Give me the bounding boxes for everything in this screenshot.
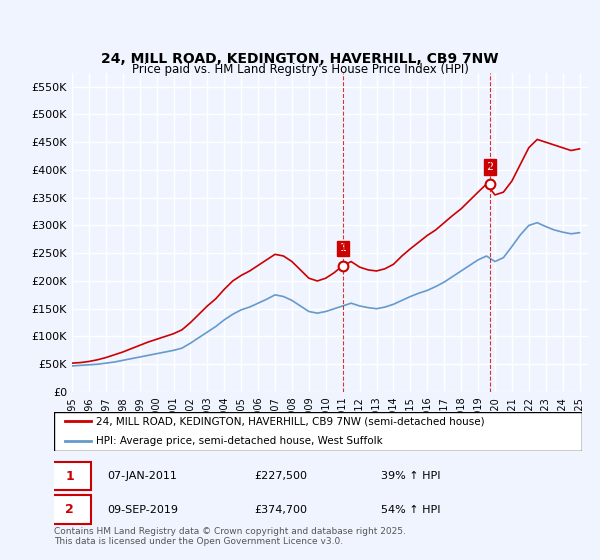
Text: Contains HM Land Registry data © Crown copyright and database right 2025.
This d: Contains HM Land Registry data © Crown c… — [54, 526, 406, 546]
Text: 1: 1 — [340, 244, 347, 254]
Text: 1: 1 — [65, 469, 74, 483]
Text: £374,700: £374,700 — [254, 505, 308, 515]
Text: 07-JAN-2011: 07-JAN-2011 — [107, 471, 176, 481]
Text: 09-SEP-2019: 09-SEP-2019 — [107, 505, 178, 515]
Text: 24, MILL ROAD, KEDINGTON, HAVERHILL, CB9 7NW (semi-detached house): 24, MILL ROAD, KEDINGTON, HAVERHILL, CB9… — [96, 417, 485, 426]
FancyBboxPatch shape — [49, 462, 91, 490]
Text: 2: 2 — [65, 503, 74, 516]
Text: HPI: Average price, semi-detached house, West Suffolk: HPI: Average price, semi-detached house,… — [96, 436, 383, 446]
Text: 54% ↑ HPI: 54% ↑ HPI — [382, 505, 441, 515]
Text: 39% ↑ HPI: 39% ↑ HPI — [382, 471, 441, 481]
Text: 2: 2 — [487, 162, 493, 172]
Text: £227,500: £227,500 — [254, 471, 308, 481]
Text: 24, MILL ROAD, KEDINGTON, HAVERHILL, CB9 7NW: 24, MILL ROAD, KEDINGTON, HAVERHILL, CB9… — [101, 52, 499, 66]
Text: Price paid vs. HM Land Registry's House Price Index (HPI): Price paid vs. HM Land Registry's House … — [131, 63, 469, 77]
FancyBboxPatch shape — [49, 496, 91, 524]
